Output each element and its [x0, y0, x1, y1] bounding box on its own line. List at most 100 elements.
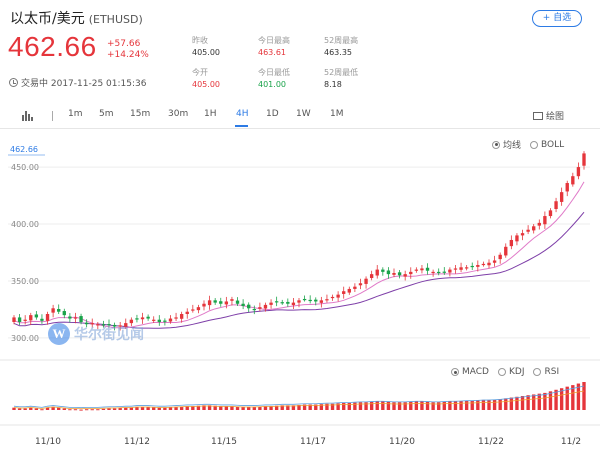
- macd-bar: [174, 406, 178, 410]
- instrument-name: 以太币/美元: [10, 11, 85, 27]
- candle-body: [224, 301, 229, 305]
- candle-body: [57, 308, 61, 312]
- candle-body: [207, 300, 212, 306]
- macd-bar: [498, 399, 502, 410]
- macd-bar: [520, 396, 525, 410]
- x-tick-label: 11/17: [300, 437, 326, 447]
- period-tab-1m[interactable]: 1m: [68, 109, 83, 119]
- period-tab-1d[interactable]: 1D: [266, 109, 279, 119]
- candle-body: [582, 153, 586, 166]
- candle-body: [464, 267, 469, 269]
- macd-bar: [548, 391, 553, 410]
- candle-body: [537, 222, 541, 226]
- macd-bar: [342, 403, 346, 410]
- macd-bar: [448, 401, 452, 410]
- macd-bar: [453, 401, 458, 410]
- candle-body: [107, 324, 111, 326]
- boll-radio[interactable]: [530, 140, 539, 149]
- macd-bar: [101, 408, 106, 410]
- macd-bar: [96, 409, 100, 411]
- period-tab-1w[interactable]: 1W: [296, 109, 311, 119]
- period-tab-1m[interactable]: 1M: [330, 109, 344, 119]
- macd-bar: [414, 401, 419, 410]
- x-tick-label: 11/10: [35, 437, 61, 447]
- draw-label: 绘图: [546, 112, 565, 122]
- y-tick-label: 350.00: [11, 277, 39, 286]
- macd-bar: [12, 407, 16, 410]
- chart-toolbar: 1m 5m 15m 30m 1H 4H 1D 1W 1M 绘图: [0, 105, 600, 129]
- macd-bar: [241, 406, 245, 410]
- candle-body: [280, 302, 284, 304]
- period-tab-30m[interactable]: 30m: [168, 109, 189, 119]
- stat-value: 405.00: [192, 80, 220, 89]
- period-tab-4h[interactable]: 4H: [236, 109, 249, 119]
- macd-radio[interactable]: [451, 368, 459, 376]
- clock-icon: [9, 78, 18, 87]
- x-tick-label: 11/15: [211, 437, 237, 447]
- trading-status: 交易中 2017-11-25 01:15:36: [9, 76, 146, 89]
- period-tab-15m[interactable]: 15m: [130, 109, 151, 119]
- rsi-radio[interactable]: [533, 368, 542, 376]
- candle-body: [258, 307, 262, 309]
- rsi-label[interactable]: RSI: [544, 367, 560, 377]
- boll-label[interactable]: BOLL: [541, 139, 565, 150]
- macd-bar: [543, 392, 547, 410]
- macd-bar: [196, 405, 201, 410]
- add-watchlist-button[interactable]: + 自选: [532, 10, 582, 27]
- last-price: 462.66: [8, 31, 97, 62]
- stat-label: 52周最低: [324, 68, 359, 77]
- candle-body: [425, 267, 430, 271]
- x-tick-label: 11/20: [389, 437, 415, 447]
- stat-low: 今日最低 401.00: [258, 67, 290, 91]
- macd-bar: [582, 382, 586, 410]
- candle-body: [118, 325, 122, 327]
- macd-bar: [526, 395, 530, 410]
- kdj-radio[interactable]: [497, 368, 506, 376]
- macd-bar: [79, 409, 83, 411]
- candle-body: [559, 192, 564, 202]
- period-tab-1h[interactable]: 1H: [204, 109, 217, 119]
- macd-bar: [571, 385, 575, 410]
- macd-label[interactable]: MACD: [462, 367, 489, 377]
- macd-bar: [314, 404, 318, 410]
- macd-bar: [185, 406, 189, 410]
- macd-bar: [168, 407, 173, 410]
- candle-body: [381, 269, 385, 272]
- candle-body: [90, 323, 94, 325]
- period-tab-5m[interactable]: 5m: [99, 109, 114, 119]
- ma-label[interactable]: 均线: [503, 141, 522, 151]
- candle-body: [174, 317, 178, 319]
- candle-body: [124, 323, 128, 327]
- stat-52w-high: 52周最高 463.35: [324, 35, 358, 59]
- macd-bar: [230, 406, 234, 410]
- macd-bar: [336, 403, 340, 410]
- macd-bar: [409, 401, 413, 410]
- candle-body: [420, 268, 424, 271]
- stat-label: 今日最高: [258, 36, 290, 45]
- macd-bar: [375, 401, 379, 410]
- change-absolute: +57.66: [107, 39, 141, 49]
- macd-bar: [258, 406, 262, 410]
- macd-bar: [403, 402, 407, 410]
- macd-bar: [369, 401, 374, 410]
- kdj-label[interactable]: KDJ: [508, 367, 525, 377]
- price-change: +57.66 +14.24%: [107, 39, 149, 61]
- ma-radio[interactable]: [492, 140, 500, 149]
- candle-body: [481, 263, 486, 266]
- y-tick-label: 400.00: [11, 220, 39, 229]
- macd-bar: [23, 408, 27, 410]
- stat-label: 今日最低: [258, 68, 290, 77]
- macd-bar: [219, 406, 223, 410]
- candle-body: [152, 319, 156, 321]
- macd-bar: [476, 400, 480, 410]
- macd-bar: [213, 405, 217, 410]
- candle-body: [492, 260, 497, 263]
- draw-tool-button[interactable]: 绘图: [533, 109, 564, 122]
- candle-body: [431, 271, 435, 274]
- macd-bar: [537, 393, 541, 410]
- candle-body: [448, 269, 452, 273]
- draw-icon: [533, 111, 543, 120]
- chart-type-icon[interactable]: [22, 111, 34, 121]
- candle-body: [325, 299, 329, 301]
